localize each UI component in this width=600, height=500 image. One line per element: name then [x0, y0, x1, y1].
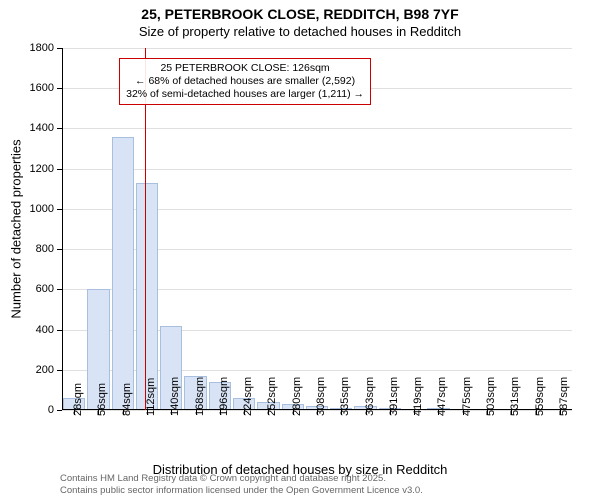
xtick-label: 224sqm	[242, 377, 254, 416]
gridline-h	[62, 48, 572, 49]
xtick-label: 196sqm	[218, 377, 230, 416]
histogram-bar	[136, 183, 158, 410]
plot-area: 02004006008001000120014001600180028sqm56…	[62, 48, 572, 410]
xtick-label: 531sqm	[509, 377, 521, 416]
annotation-line-3: 32% of semi-detached houses are larger (…	[126, 88, 364, 101]
ytick-label: 1000	[30, 203, 54, 215]
ytick-label: 1400	[30, 122, 54, 134]
chart-title-main: 25, PETERBROOK CLOSE, REDDITCH, B98 7YF	[0, 6, 600, 22]
xtick-label: 168sqm	[194, 377, 206, 416]
footer-line-1: Contains HM Land Registry data © Crown c…	[60, 473, 423, 484]
xtick-label: 84sqm	[121, 383, 133, 416]
xtick-label: 559sqm	[534, 377, 546, 416]
ytick-label: 0	[48, 404, 54, 416]
xtick-label: 503sqm	[485, 377, 497, 416]
xtick-label: 112sqm	[145, 378, 157, 416]
annotation-line-2: ← 68% of detached houses are smaller (2,…	[126, 75, 364, 88]
ytick-label: 400	[36, 324, 54, 336]
x-axis-line	[62, 409, 572, 410]
ytick-label: 1800	[30, 42, 54, 54]
ytick-mark	[57, 410, 62, 411]
y-axis-line	[62, 48, 63, 410]
footer-line-2: Contains public sector information licen…	[60, 485, 423, 496]
xtick-label: 335sqm	[339, 377, 351, 416]
xtick-label: 28sqm	[72, 383, 84, 416]
xtick-label: 140sqm	[169, 377, 181, 416]
xtick-label: 363sqm	[364, 377, 376, 416]
gridline-h	[62, 169, 572, 170]
xtick-label: 56sqm	[96, 383, 108, 416]
chart-container: 25, PETERBROOK CLOSE, REDDITCH, B98 7YF …	[0, 0, 600, 500]
y-axis-label: Number of detached properties	[9, 139, 24, 318]
xtick-label: 475sqm	[461, 377, 473, 416]
ytick-label: 800	[36, 243, 54, 255]
xtick-label: 587sqm	[558, 377, 570, 416]
xtick-label: 280sqm	[291, 377, 303, 416]
xtick-label: 447sqm	[436, 377, 448, 416]
xtick-label: 419sqm	[412, 377, 424, 416]
ytick-label: 200	[36, 364, 54, 376]
ytick-label: 1200	[30, 163, 54, 175]
ytick-label: 600	[36, 283, 54, 295]
annotation-box: 25 PETERBROOK CLOSE: 126sqm← 68% of deta…	[119, 58, 371, 105]
footer-attribution: Contains HM Land Registry data © Crown c…	[60, 473, 423, 496]
annotation-line-1: 25 PETERBROOK CLOSE: 126sqm	[126, 62, 364, 75]
gridline-h	[62, 128, 572, 129]
xtick-label: 252sqm	[266, 377, 278, 416]
chart-title-sub: Size of property relative to detached ho…	[0, 24, 600, 39]
histogram-bar	[112, 137, 134, 411]
ytick-label: 1600	[30, 82, 54, 94]
xtick-label: 308sqm	[315, 377, 327, 416]
xtick-label: 391sqm	[388, 377, 400, 416]
